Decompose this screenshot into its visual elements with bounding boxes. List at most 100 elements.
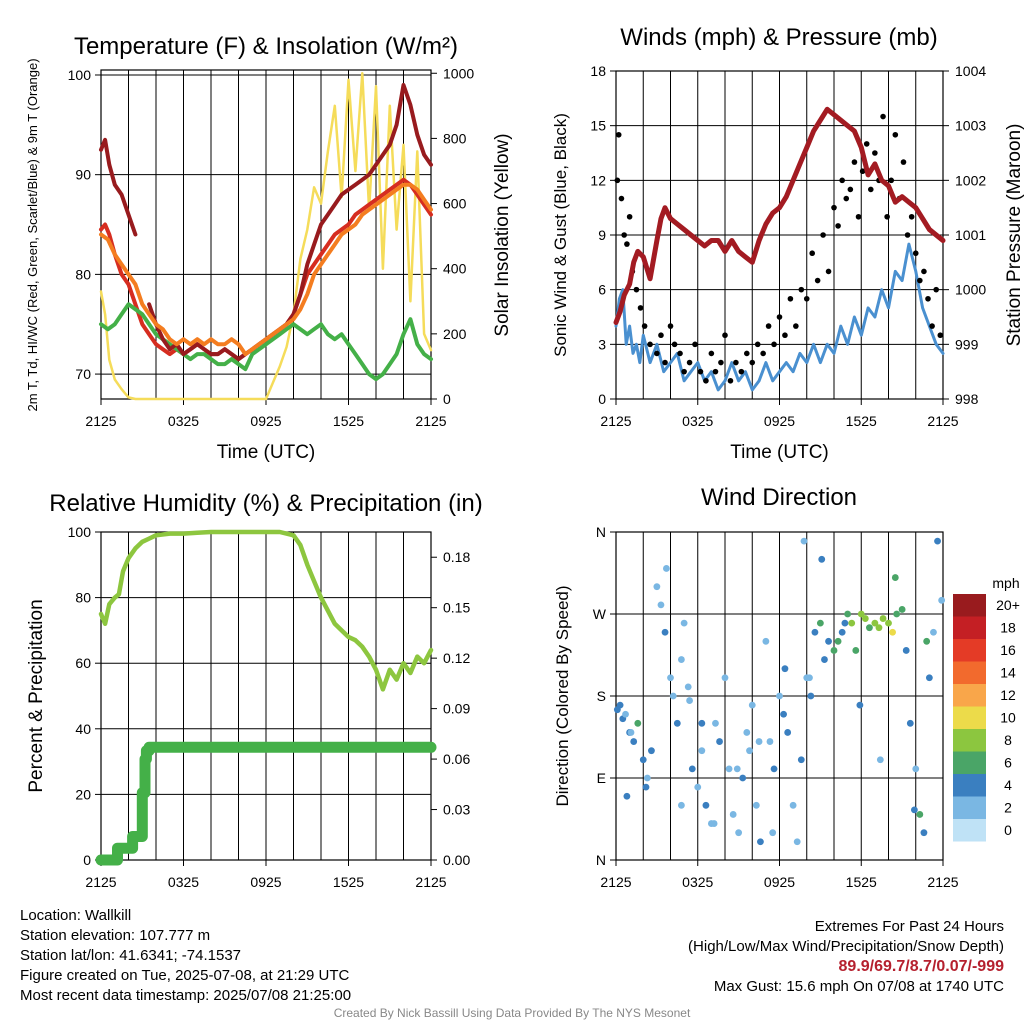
direction-point <box>893 610 901 618</box>
colorbar-swatch <box>953 594 986 617</box>
direction-point <box>752 801 760 809</box>
y-tick-label: 18 <box>590 63 606 79</box>
gust-point <box>615 131 622 138</box>
humidity-precipitation-panel: 2125 0325 0925 1525 2125 0 20 40 60 80 100 0.00 0.03… <box>26 490 483 890</box>
x-tick-label: 1525 <box>846 874 877 890</box>
direction-point <box>906 719 914 727</box>
direction-point <box>766 738 774 745</box>
x-tick-label: 2125 <box>415 874 446 890</box>
gust-point <box>708 350 715 357</box>
gust-point <box>722 332 728 339</box>
direction-point <box>622 710 629 718</box>
y-tick-label: 80 <box>75 590 91 606</box>
x-tick-label: 0925 <box>764 874 795 890</box>
gust-point <box>835 223 841 229</box>
direction-point <box>861 615 869 622</box>
gust-point <box>749 359 756 366</box>
direction-point <box>712 719 719 727</box>
colorbar-label: 14 <box>1000 665 1016 681</box>
direction-point <box>830 647 838 654</box>
gust-point <box>839 177 845 184</box>
y-right-tick-label: 0.18 <box>443 549 470 565</box>
y-right-tick-label: 0.12 <box>443 650 470 666</box>
gust-point <box>900 159 907 165</box>
max-gust: Max Gust: 15.6 mph On 07/08 at 1740 UTC <box>713 978 1004 995</box>
y-tick-label: 90 <box>75 167 91 183</box>
y-tick-label: 15 <box>590 118 606 134</box>
direction-point <box>657 601 665 609</box>
x-tick-label: 0325 <box>168 874 199 890</box>
direction-point <box>653 583 661 591</box>
gust-point <box>912 250 919 257</box>
gust-point <box>904 232 911 238</box>
gust-point <box>917 277 923 284</box>
y-tick-label: 9 <box>598 227 606 243</box>
direction-point <box>916 811 924 818</box>
series-line-relative-humidity <box>98 529 434 692</box>
series-line-td <box>99 302 433 382</box>
y-tick-label: 40 <box>75 721 91 737</box>
direction-point <box>930 628 937 636</box>
gust-point <box>855 213 862 220</box>
colorbar-swatch <box>953 774 986 797</box>
gust-point <box>654 350 660 357</box>
gust-point <box>776 314 783 320</box>
direction-point <box>735 829 743 837</box>
direction-point <box>667 674 674 682</box>
direction-point <box>876 756 884 764</box>
direction-point <box>866 624 873 632</box>
direction-point <box>627 729 635 736</box>
direction-point <box>725 765 733 773</box>
direction-point <box>834 637 842 645</box>
direction-point <box>848 619 856 627</box>
colorbar-label: 16 <box>1000 642 1016 658</box>
direction-point <box>630 738 638 745</box>
gust-point <box>867 186 874 193</box>
gust-point <box>738 368 745 375</box>
direction-point <box>698 719 706 727</box>
y-axis-label-right: Solar Insolation (Yellow) <box>492 133 513 336</box>
direction-point <box>938 596 946 604</box>
direction-point <box>818 555 826 563</box>
gust-point <box>925 295 931 302</box>
y-tick-label: 0 <box>598 391 606 407</box>
direction-point <box>762 637 770 645</box>
y-axis-label-left: Sonic Wind & Gust (Blue, Black) <box>551 113 570 357</box>
gust-point <box>884 213 890 220</box>
gust-point <box>647 341 653 348</box>
gust-point <box>820 232 826 238</box>
gust-point <box>677 350 683 357</box>
direction-point <box>757 838 764 846</box>
y-tick-label: 100 <box>68 524 92 540</box>
gust-point <box>718 359 724 366</box>
x-tick-label: 1525 <box>333 413 364 429</box>
gust-point <box>765 323 772 329</box>
y-right-tick-label: 999 <box>955 336 979 352</box>
gust-point <box>624 241 630 247</box>
y-tick-label: 70 <box>75 366 91 382</box>
direction-point <box>776 692 783 700</box>
direction-point <box>680 619 688 627</box>
direction-point <box>710 820 718 827</box>
direction-point <box>825 637 832 645</box>
direction-point <box>781 665 789 673</box>
gust-point <box>671 341 678 348</box>
y-right-tick-label: 0 <box>443 391 451 407</box>
direction-point <box>857 610 865 618</box>
y-right-tick-label: 0.03 <box>443 802 470 818</box>
direction-point <box>673 719 681 727</box>
y-right-tick-label: 0.15 <box>443 600 470 616</box>
station-info: Location: Wallkill Station elevation: 10… <box>20 906 351 1006</box>
gust-point <box>809 250 815 257</box>
x-tick-label: 1525 <box>846 413 877 429</box>
y-axis-label-right: Station Pressure (Maroon) <box>1004 124 1024 347</box>
direction-point <box>912 765 920 773</box>
gust-point <box>697 368 704 375</box>
y-tick-label: W <box>593 606 607 622</box>
x-tick-label: 0325 <box>168 413 199 429</box>
x-axis-label: Time (UTC) <box>730 442 829 463</box>
x-tick-label: 2125 <box>85 413 116 429</box>
colorbar-label: 18 <box>1000 620 1016 636</box>
direction-point <box>729 811 737 818</box>
